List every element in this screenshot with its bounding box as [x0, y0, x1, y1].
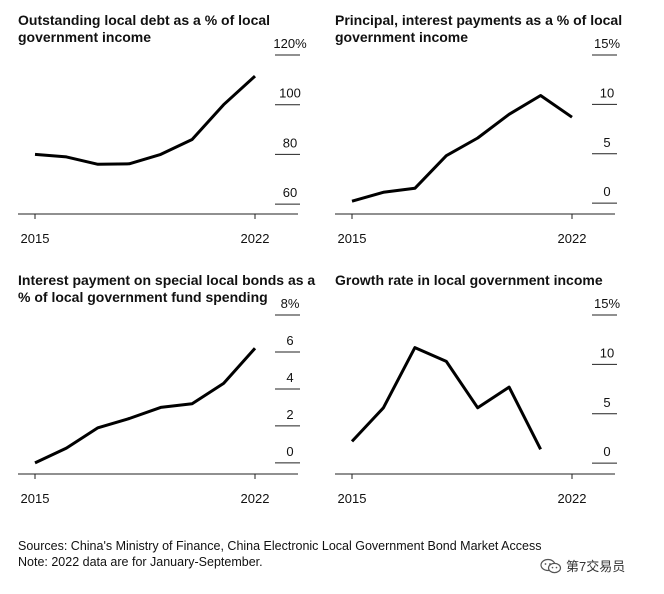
wechat-icon	[540, 558, 562, 573]
y-tick-label: 2	[286, 407, 293, 422]
x-tick-label: 2022	[558, 231, 587, 246]
y-tick-label: 10	[600, 85, 614, 100]
chart-svg: 0 5 10 15% 2015 2022	[335, 296, 620, 506]
watermark-text: 第7交易员	[566, 559, 626, 574]
y-tick-label: 4	[286, 370, 293, 385]
x-tick-label: 2015	[21, 491, 50, 506]
watermark: 第7交易员	[540, 556, 625, 575]
chart-title: Interest payment on special local bonds …	[18, 272, 316, 305]
y-tick-label: 100	[279, 86, 301, 101]
x-tick-label: 2022	[241, 491, 270, 506]
y-tick-label: 8%	[281, 296, 300, 311]
x-tick-label: 2022	[558, 491, 587, 506]
chart-panel-payments: Principal, interest payments as a % of l…	[335, 12, 635, 252]
y-tick-label: 60	[283, 185, 297, 200]
series-line	[34, 74, 257, 166]
y-tick-label: 15%	[594, 36, 620, 51]
chart-svg: 60 80 100 120% 2015 2022	[18, 36, 307, 246]
y-tick-label: 0	[286, 444, 293, 459]
chart-svg: 0 2 4 6 8% 2015 2022	[18, 296, 300, 506]
y-tick-label: 120%	[273, 36, 307, 51]
y-tick-label: 6	[286, 333, 293, 348]
chart-footer: Sources: China's Ministry of Finance, Ch…	[18, 538, 541, 570]
note-text: Note: 2022 data are for January-Septembe…	[18, 555, 263, 569]
series-line	[350, 346, 542, 450]
y-tick-label: 80	[283, 135, 297, 150]
chart-panel-special-bonds: Interest payment on special local bonds …	[18, 272, 318, 512]
chart-title: Outstanding local debt as a % of local g…	[18, 12, 271, 45]
chart-svg: 0 5 10 15% 2015 2022	[335, 36, 620, 246]
chart-panel-debt: Outstanding local debt as a % of local g…	[18, 12, 318, 252]
x-tick-label: 2015	[21, 231, 50, 246]
x-tick-label: 2015	[338, 491, 367, 506]
y-tick-label: 5	[603, 135, 610, 150]
x-tick-label: 2022	[241, 231, 270, 246]
y-tick-label: 15%	[594, 296, 620, 311]
sources-text: Sources: China's Ministry of Finance, Ch…	[18, 539, 542, 553]
series-line	[351, 94, 573, 203]
y-tick-label: 0	[603, 184, 610, 199]
chart-title: Growth rate in local government income	[335, 272, 603, 288]
series-line	[34, 347, 257, 465]
x-tick-label: 2015	[338, 231, 367, 246]
y-tick-label: 10	[600, 345, 614, 360]
chart-title: Principal, interest payments as a % of l…	[335, 12, 623, 45]
chart-panel-income-growth: Growth rate in local government income 0…	[335, 272, 635, 512]
y-tick-label: 5	[603, 395, 610, 410]
y-tick-label: 0	[603, 444, 610, 459]
